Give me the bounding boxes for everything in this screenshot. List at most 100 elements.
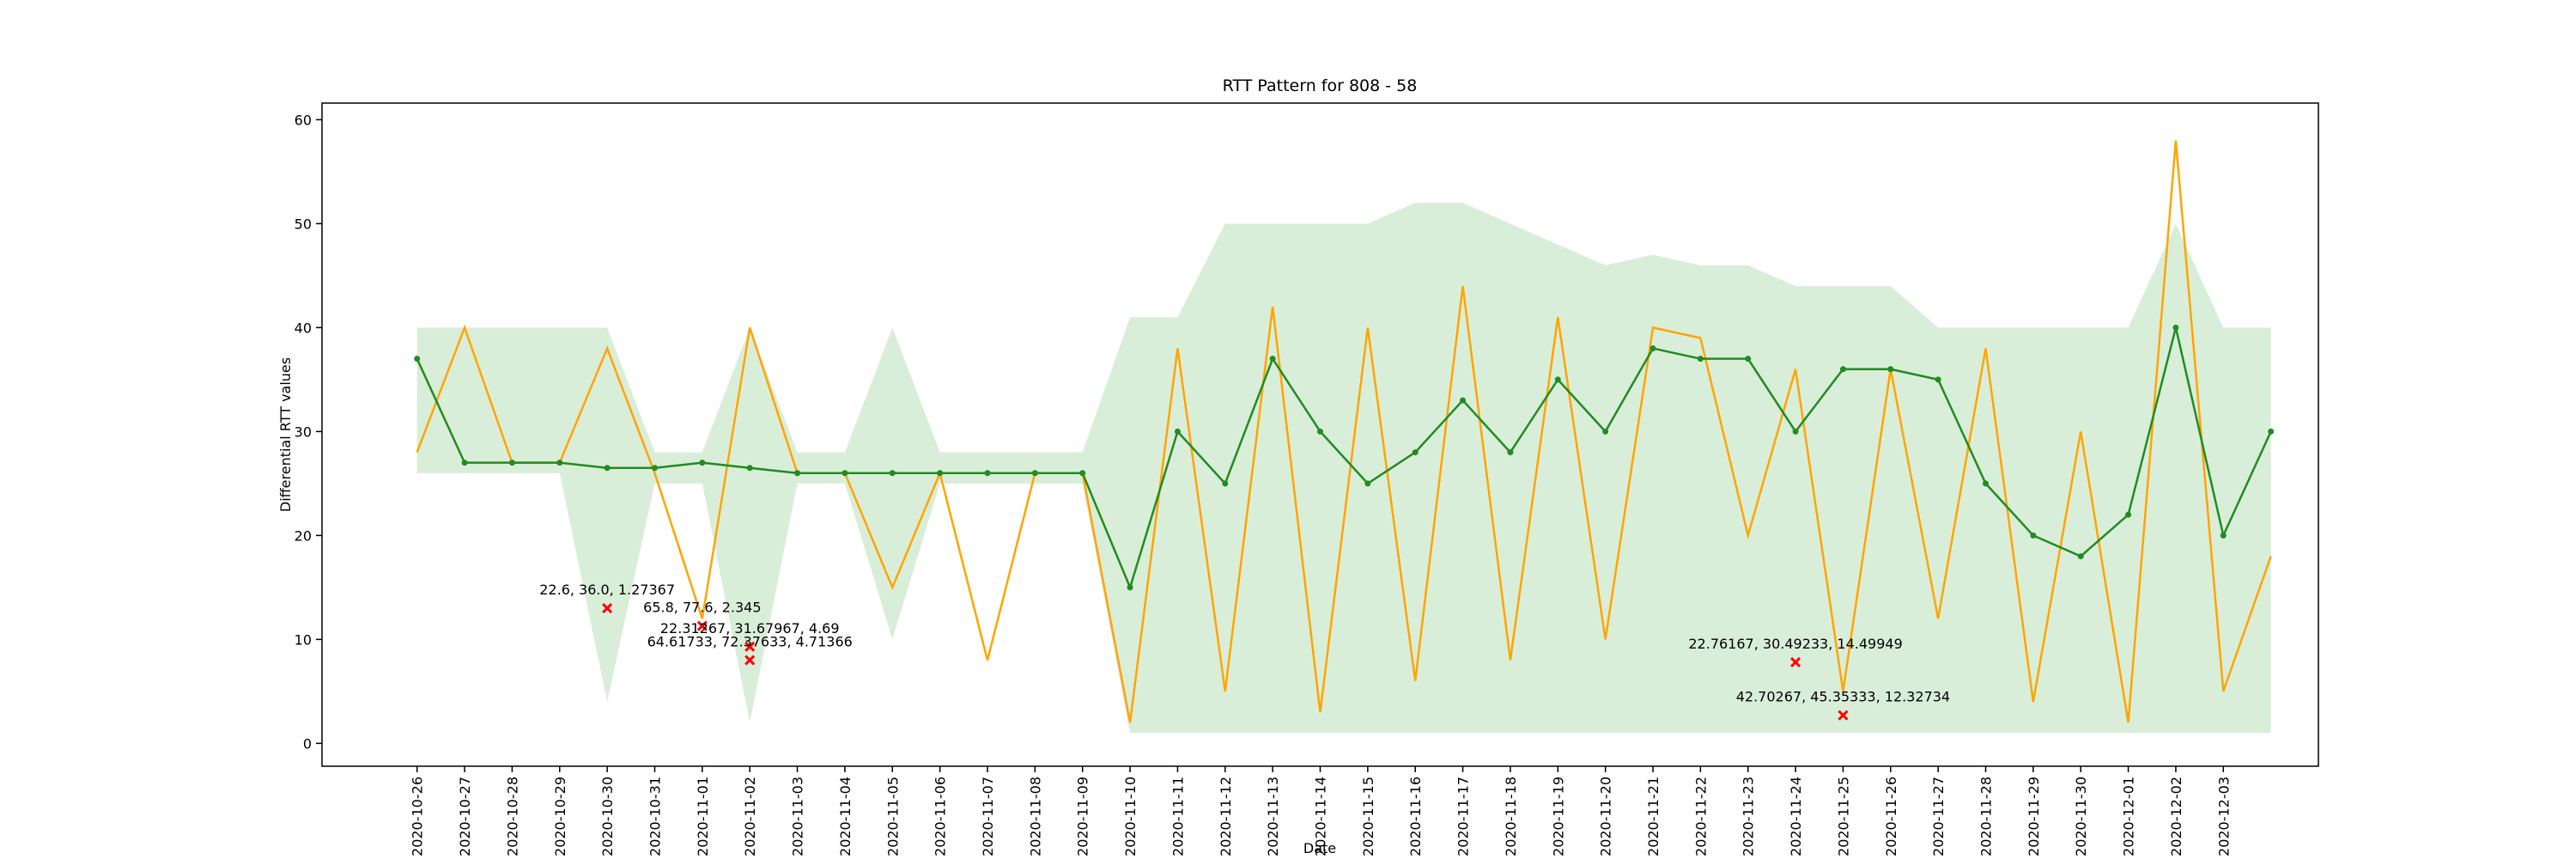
series-point <box>2030 532 2037 539</box>
x-tick-label: 2020-11-27 <box>1930 777 1947 856</box>
x-tick-label: 2020-10-28 <box>504 777 520 856</box>
series-point <box>699 460 706 466</box>
x-tick-label: 2020-11-29 <box>2026 777 2042 856</box>
y-tick-label: 40 <box>295 320 312 336</box>
series-point <box>414 356 421 362</box>
series-point <box>794 470 801 477</box>
x-tick-label: 2020-10-30 <box>599 777 616 856</box>
x-tick-label: 2020-11-25 <box>1835 777 1851 856</box>
annotation: 22.76167, 30.49233, 14.49949 <box>1688 636 1902 652</box>
x-tick-label: 2020-11-28 <box>1978 777 1995 856</box>
x-tick-label: 2020-11-26 <box>1883 777 1899 856</box>
series-point <box>1507 449 1514 456</box>
y-tick-label: 20 <box>295 527 312 544</box>
chart-title: RTT Pattern for 808 - 58 <box>1223 76 1418 95</box>
x-tick-label: 2020-11-16 <box>1407 777 1424 856</box>
series-point <box>889 470 896 477</box>
series-point <box>1317 428 1323 435</box>
series-point <box>1935 376 1941 383</box>
annotation: 65.8, 77.6, 2.345 <box>643 600 761 616</box>
series-point <box>2077 553 2084 560</box>
series-point <box>1554 376 1561 383</box>
series-point <box>1697 356 1704 362</box>
series-point <box>937 470 944 477</box>
anomaly-marker <box>602 603 613 614</box>
series-point <box>1745 356 1752 362</box>
x-tick-label: 2020-10-27 <box>457 777 473 856</box>
series-point <box>1602 428 1609 435</box>
series-point <box>2268 428 2275 435</box>
series-line <box>416 140 2272 723</box>
series-point <box>841 470 848 477</box>
series-point <box>1983 480 1989 487</box>
series-point <box>1412 449 1419 456</box>
series-point <box>461 460 468 466</box>
x-tick-label: 2020-11-24 <box>1788 777 1804 856</box>
x-tick-label: 2020-11-22 <box>1692 777 1709 856</box>
x-tick-label: 2020-11-20 <box>1598 777 1614 856</box>
x-tick-label: 2020-11-13 <box>1265 777 1281 856</box>
x-tick-label: 2020-11-06 <box>933 777 949 856</box>
series-point <box>746 465 753 472</box>
x-tick-label: 2020-12-02 <box>2168 777 2184 856</box>
x-tick-label: 2020-11-04 <box>837 777 854 856</box>
x-tick-label: 2020-11-08 <box>1027 777 1043 856</box>
series-point <box>1079 470 1086 477</box>
series-point <box>2172 324 2179 331</box>
x-tick-label: 2020-11-18 <box>1503 777 1519 856</box>
series-point <box>1887 366 1894 373</box>
series-point <box>2125 511 2132 518</box>
anomaly-marker <box>1838 710 1849 721</box>
y-tick-label: 50 <box>295 216 312 232</box>
series-point <box>2220 532 2227 539</box>
x-tick-label: 2020-11-03 <box>790 777 806 856</box>
x-tick-label: 2020-12-01 <box>2121 777 2137 856</box>
y-tick-label: 30 <box>295 423 312 440</box>
y-tick-label: 60 <box>295 112 312 128</box>
anomaly-marker <box>1790 656 1801 668</box>
x-tick-label: 2020-11-23 <box>1741 777 1757 856</box>
x-tick-label: 2020-11-02 <box>742 777 758 856</box>
x-tick-label: 2020-11-11 <box>1170 777 1186 856</box>
x-tick-label: 2020-11-21 <box>1645 777 1662 856</box>
x-tick-label: 2020-11-12 <box>1218 777 1234 856</box>
annotation: 42.70267, 45.35333, 12.32734 <box>1736 689 1950 705</box>
x-tick-label: 2020-11-09 <box>1075 777 1091 856</box>
anomaly-marker <box>744 655 756 666</box>
anomaly-marker <box>744 641 756 652</box>
x-tick-label: 2020-10-26 <box>410 777 426 856</box>
annotation: 22.31267, 31.67967, 4.69 <box>660 620 840 637</box>
x-tick-label: 2020-11-14 <box>1313 777 1329 856</box>
series-point <box>1649 345 1656 352</box>
series-point <box>1031 470 1038 477</box>
y-tick-label: 10 <box>295 631 312 648</box>
x-tick-label: 2020-11-30 <box>2073 777 2089 856</box>
x-tick-label: 2020-11-10 <box>1122 777 1139 856</box>
series-point <box>1127 584 1133 591</box>
series-point <box>1269 356 1276 362</box>
y-axis-label: Differential RTT values <box>277 357 294 512</box>
series-point <box>1364 480 1371 487</box>
x-tick-label: 2020-11-07 <box>980 777 996 856</box>
series-point <box>652 465 658 472</box>
x-tick-label: 2020-12-03 <box>2215 777 2232 856</box>
series-point <box>604 465 611 472</box>
series-point <box>1839 366 1846 373</box>
annotation: 22.6, 36.0, 1.27367 <box>539 582 675 598</box>
annotation: 64.61733, 72.37633, 4.71366 <box>647 634 853 650</box>
x-tick-label: 2020-11-19 <box>1550 777 1566 856</box>
series-point <box>1174 428 1181 435</box>
x-tick-label: 2020-10-29 <box>552 777 568 856</box>
y-tick-label: 0 <box>303 735 312 752</box>
series-point <box>984 470 991 477</box>
series-point <box>556 460 563 466</box>
anomaly-marker <box>696 620 708 631</box>
x-tick-label: 2020-11-05 <box>884 777 901 856</box>
range-band <box>416 203 2271 734</box>
series-line <box>416 327 2272 591</box>
x-tick-label: 2020-11-15 <box>1360 777 1376 856</box>
x-tick-label: 2020-10-31 <box>647 777 664 856</box>
series-point <box>1222 480 1229 487</box>
x-tick-label: 2020-11-17 <box>1455 777 1472 856</box>
